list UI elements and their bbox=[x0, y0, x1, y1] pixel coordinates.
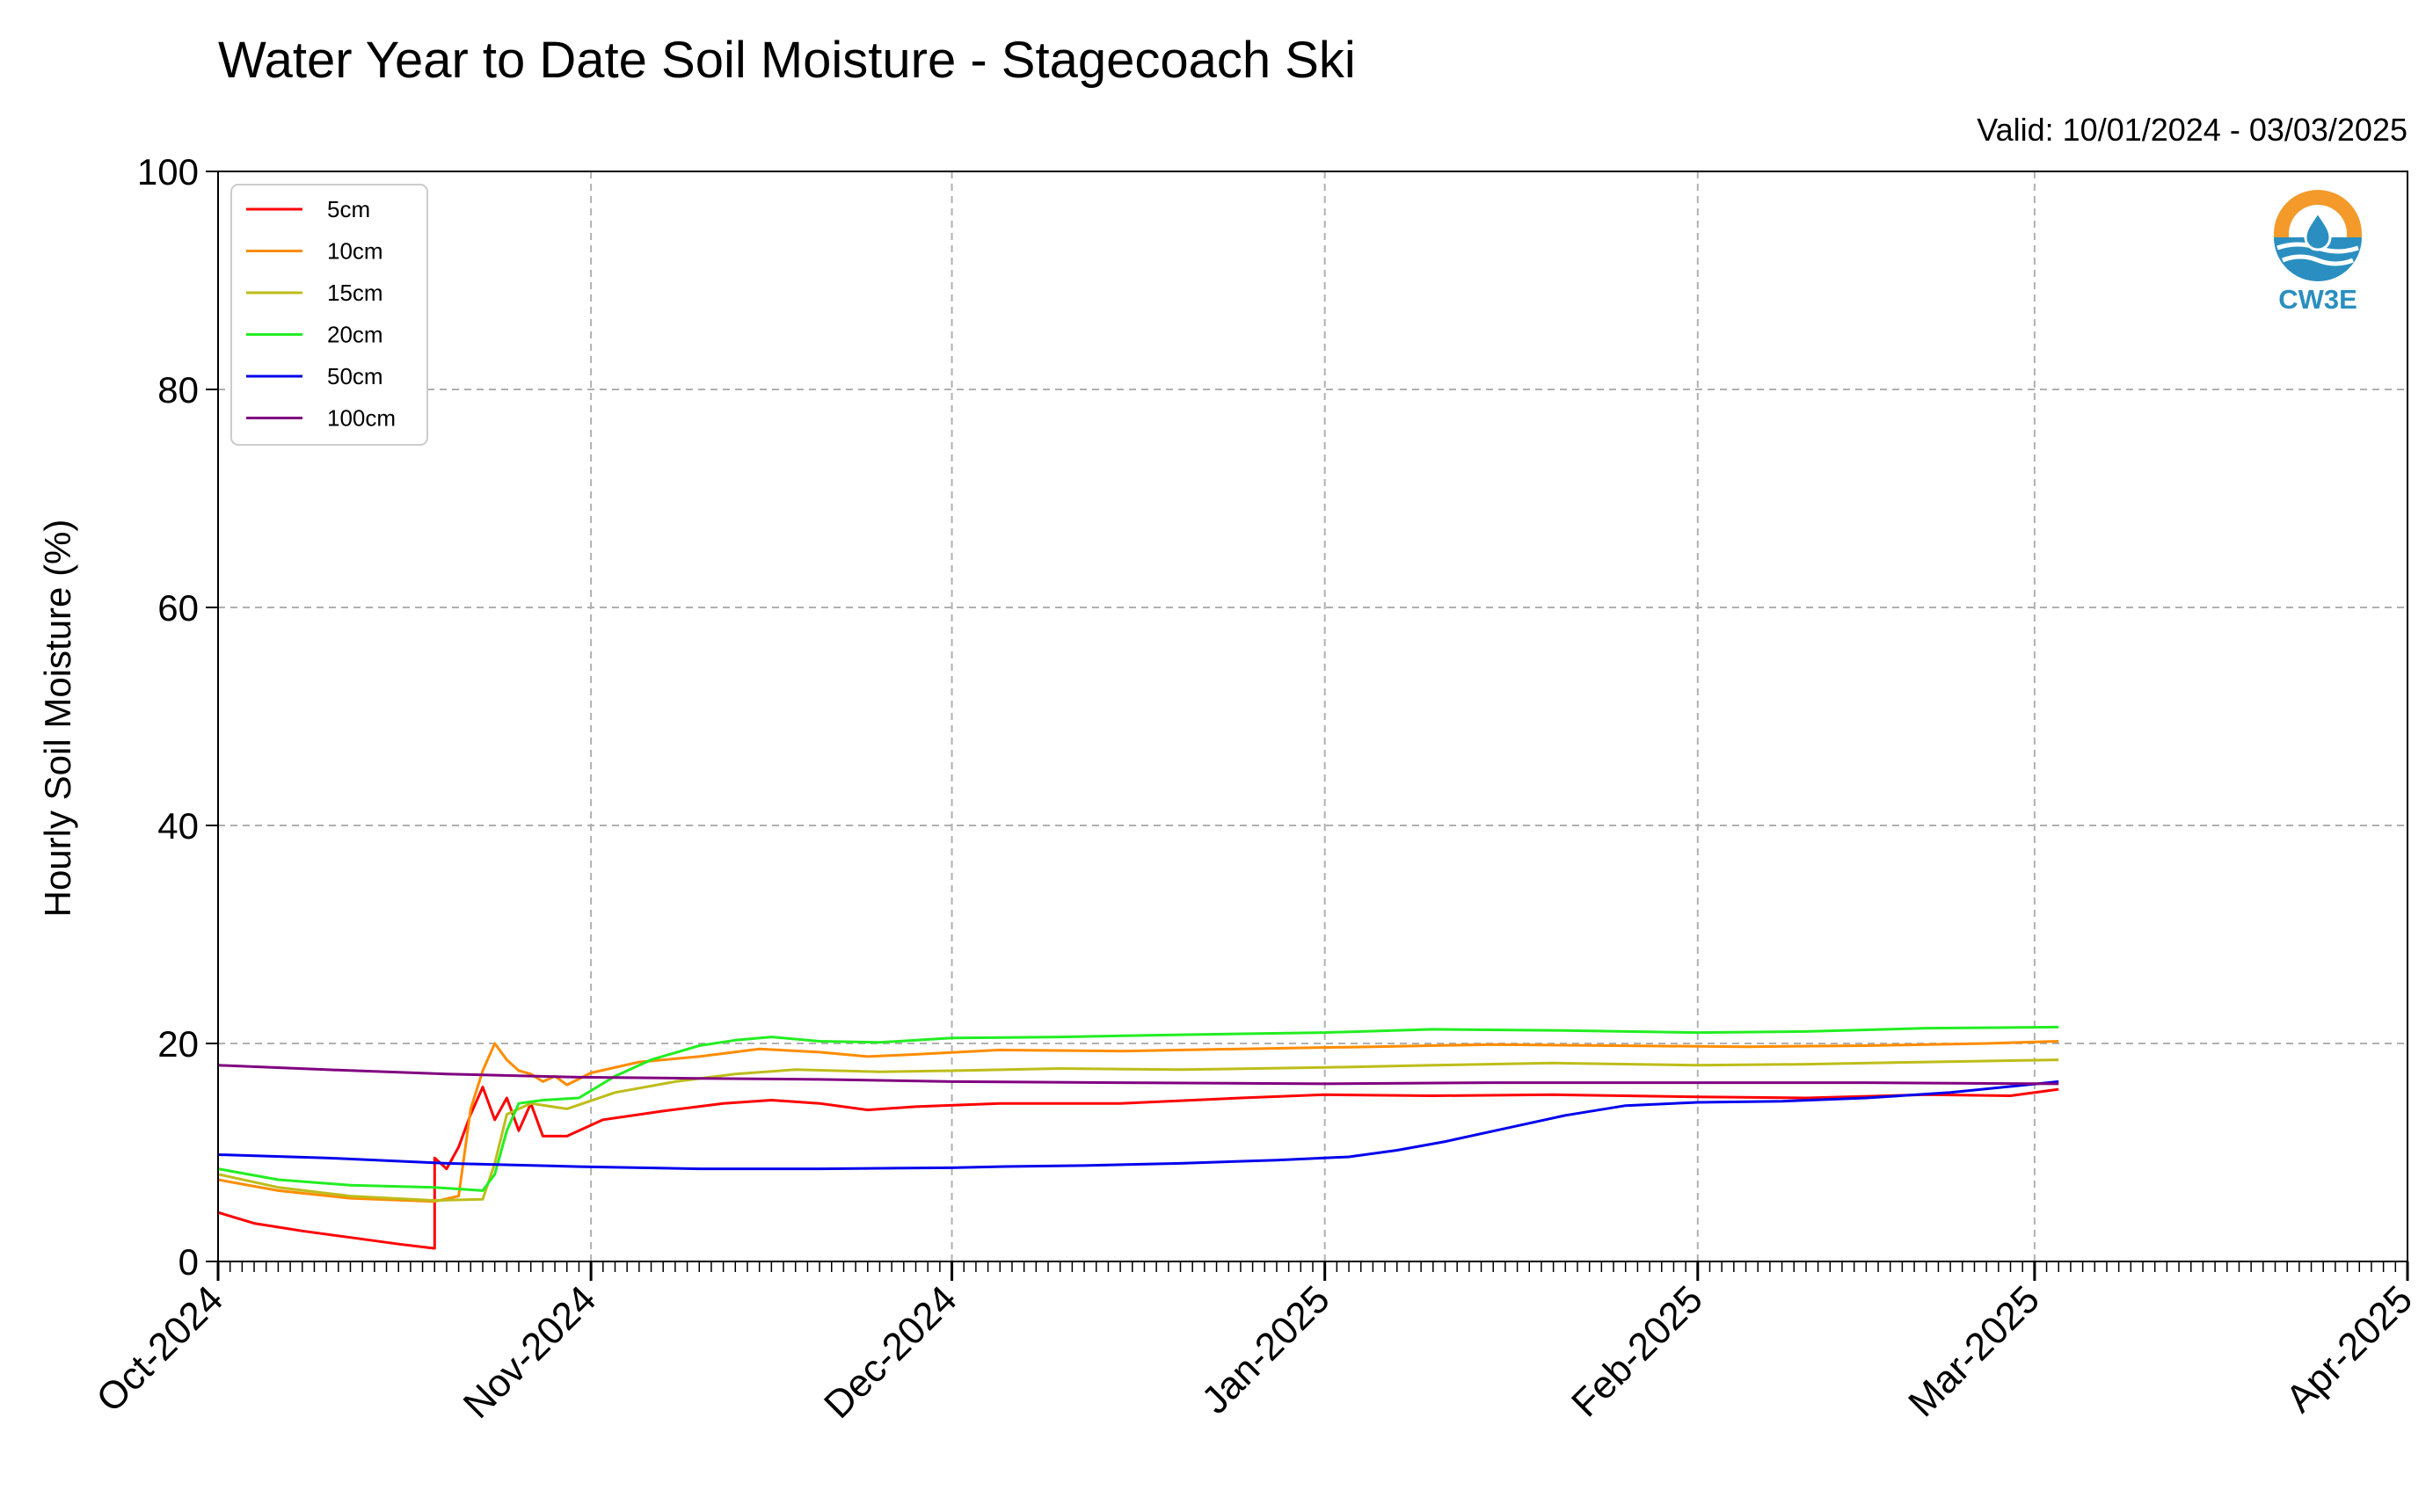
legend-label-50cm: 50cm bbox=[327, 363, 383, 389]
x-tick-label: Apr-2025 bbox=[2277, 1277, 2421, 1421]
series-line-50cm bbox=[217, 1079, 2059, 1171]
y-tick-label: 0 bbox=[178, 1241, 199, 1283]
y-tick-label: 80 bbox=[157, 369, 199, 411]
droplet-wave-logo-icon bbox=[2274, 190, 2362, 281]
chart-title: Water Year to Date Soil Moisture - Stage… bbox=[218, 32, 1356, 89]
legend: 5cm 10cm 15cm 20cm 50cm 100cm bbox=[230, 184, 428, 446]
x-tick-label: Mar-2025 bbox=[1900, 1277, 2048, 1425]
x-tick-label: Dec-2024 bbox=[816, 1277, 965, 1427]
series-line-100cm bbox=[217, 1064, 2059, 1086]
y-axis-label: Hourly Soil Moisture (%) bbox=[37, 520, 78, 918]
legend-label-20cm: 20cm bbox=[327, 322, 383, 348]
series-line-15cm bbox=[217, 1058, 2059, 1203]
x-tick-label: Feb-2025 bbox=[1563, 1277, 1711, 1425]
legend-label-10cm: 10cm bbox=[327, 238, 383, 265]
y-tick-label: 60 bbox=[157, 587, 199, 629]
series-line-20cm bbox=[217, 1025, 2059, 1192]
y-tick-label: 20 bbox=[157, 1023, 199, 1065]
x-tick-label: Jan-2025 bbox=[1193, 1277, 1337, 1421]
axis-tick-labels: 0 20 40 60 80 100 Oct-2024 Nov-2024 Dec-2024 Jan-… bbox=[88, 151, 2421, 1427]
x-tick-label: Nov-2024 bbox=[455, 1277, 605, 1427]
x-tick-label: Oct-2024 bbox=[88, 1277, 231, 1421]
y-tick-label: 100 bbox=[137, 151, 199, 193]
cw3e-logo: CW3E bbox=[2274, 190, 2362, 315]
legend-label-100cm: 100cm bbox=[327, 405, 396, 432]
axis-ticks bbox=[206, 171, 2409, 1281]
logo-text: CW3E bbox=[2278, 284, 2357, 315]
series-lines bbox=[217, 1025, 2059, 1250]
y-tick-label: 40 bbox=[157, 805, 199, 847]
plot-frame bbox=[217, 171, 2408, 1262]
valid-date-range: Valid: 10/01/2024 - 03/03/2025 bbox=[1977, 112, 2408, 148]
legend-label-5cm: 5cm bbox=[327, 196, 370, 222]
legend-label-15cm: 15cm bbox=[327, 280, 383, 306]
grid-lines bbox=[218, 171, 2408, 1261]
series-line-10cm bbox=[217, 1040, 2059, 1203]
